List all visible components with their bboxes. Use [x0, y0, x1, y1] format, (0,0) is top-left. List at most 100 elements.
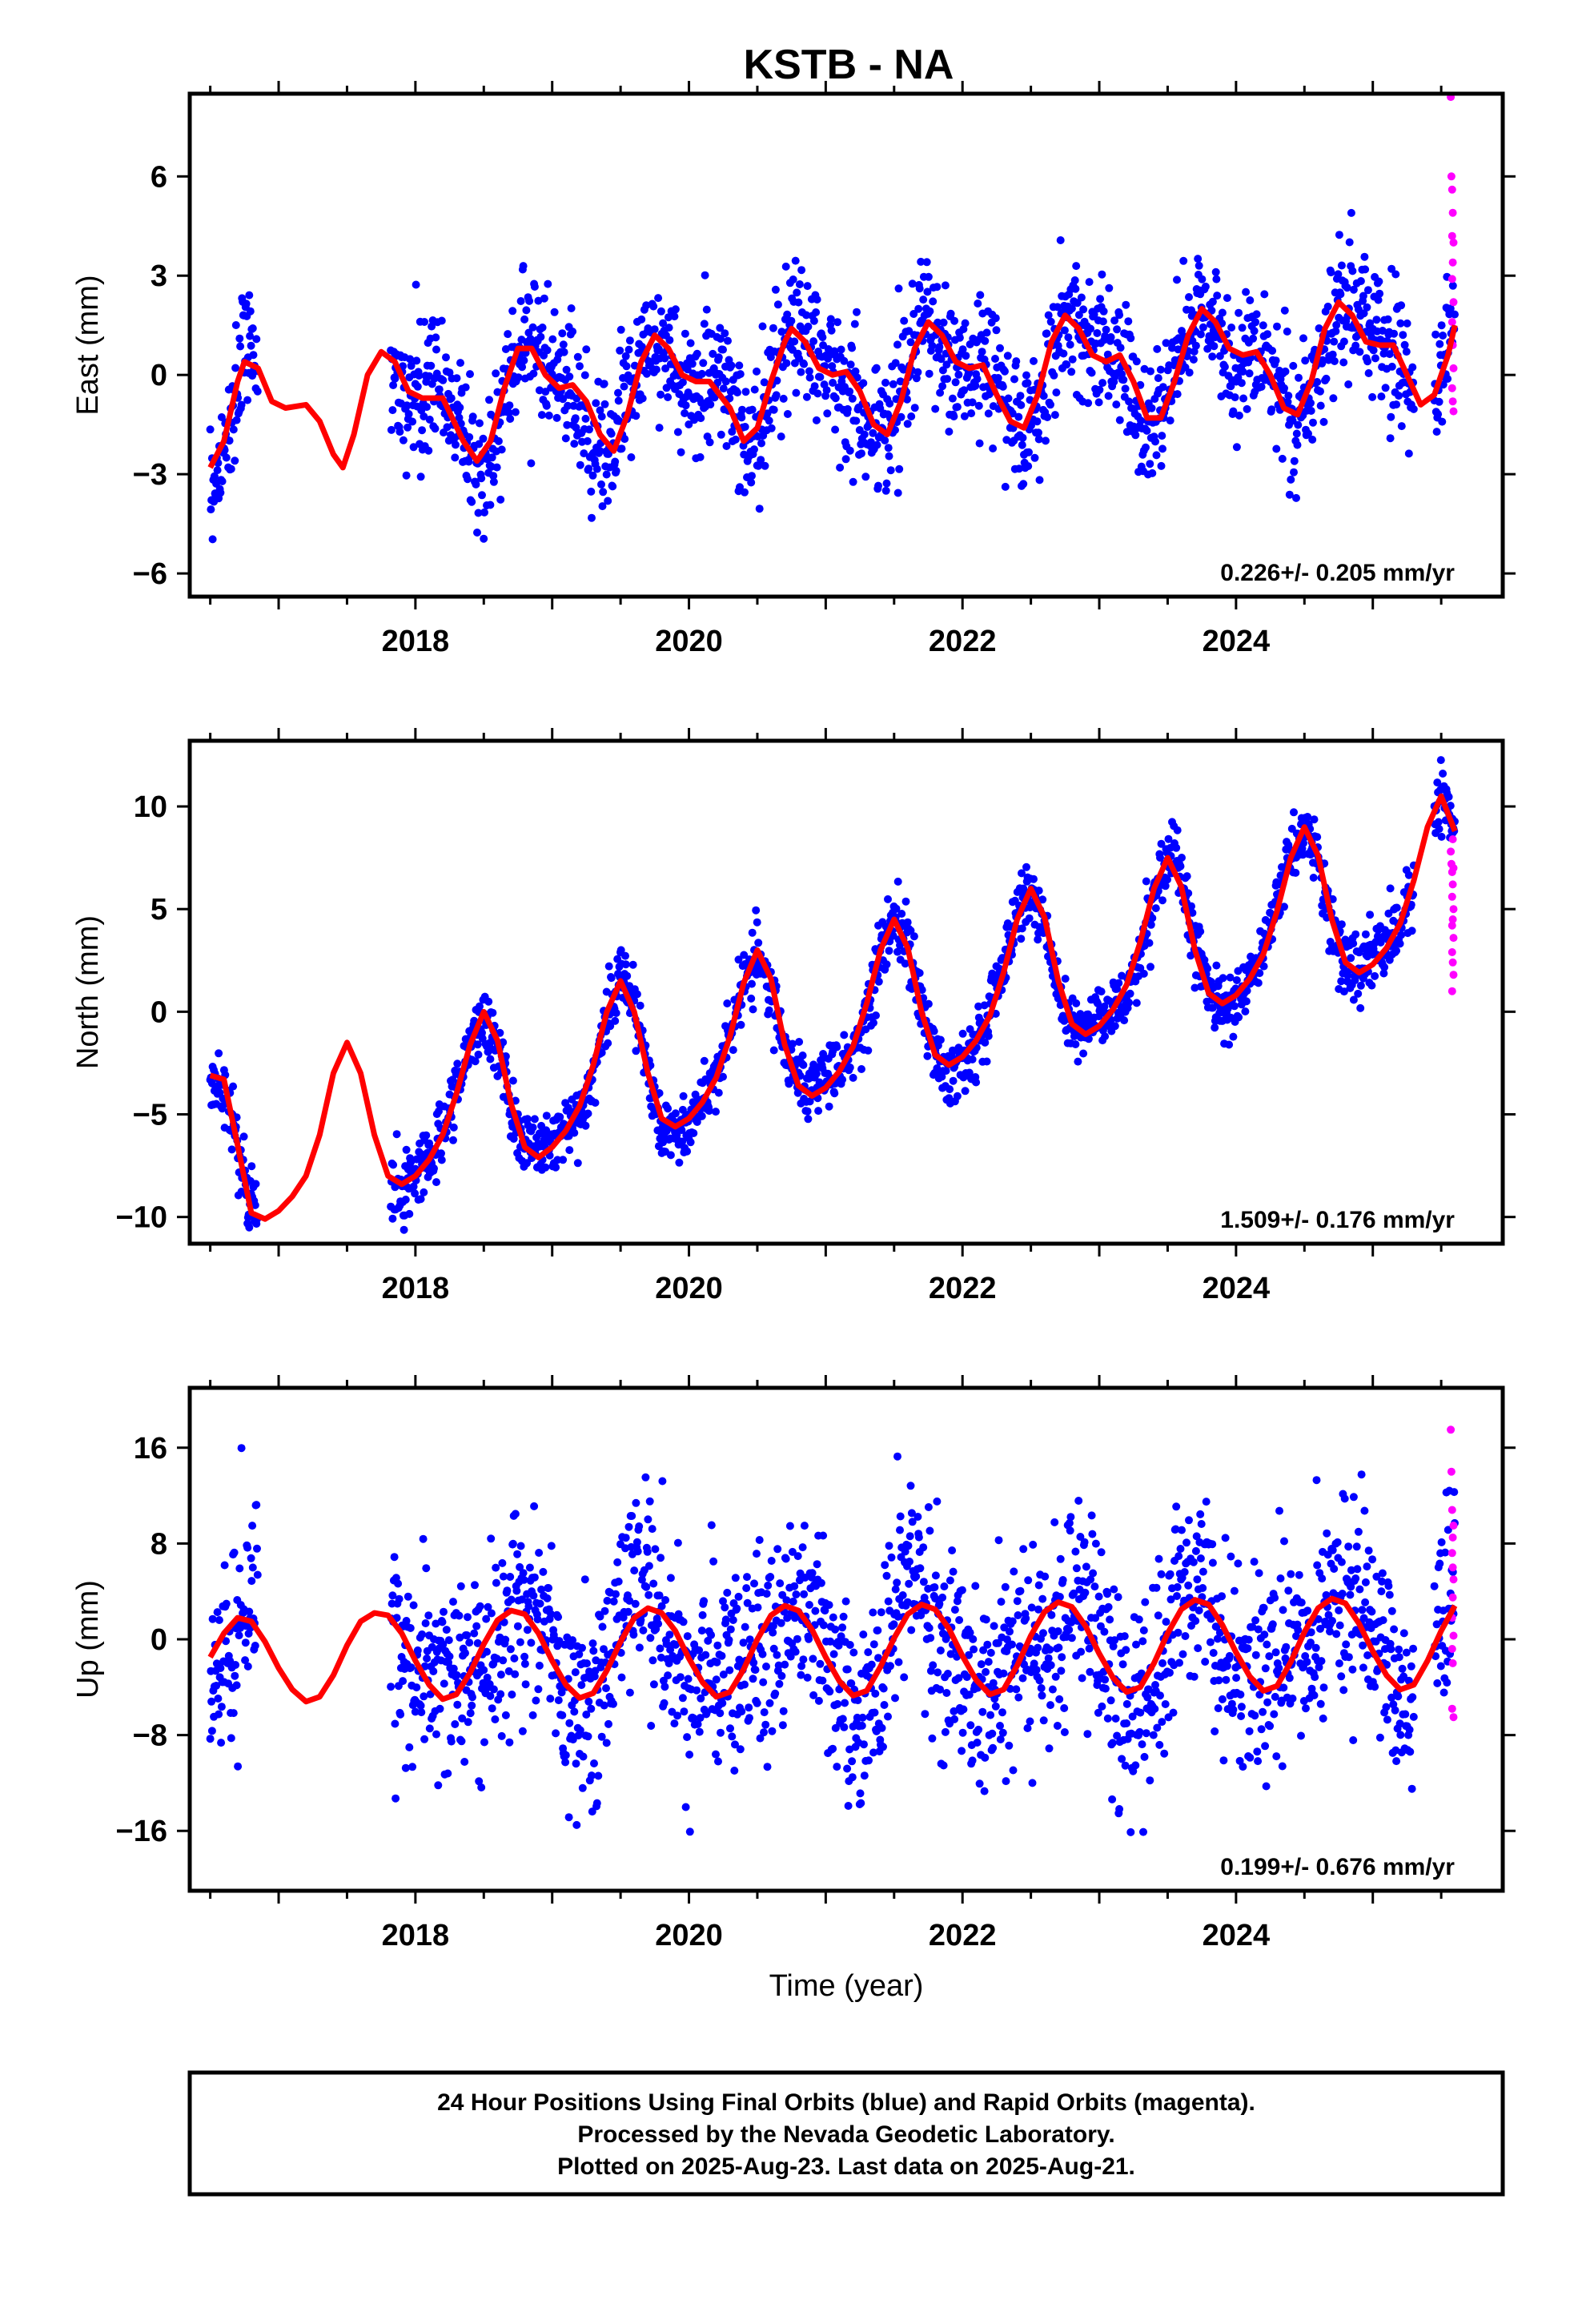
- data-point: [840, 1723, 849, 1731]
- data-point: [935, 343, 944, 352]
- data-point: [480, 1738, 488, 1747]
- data-point: [1272, 444, 1281, 453]
- data-point: [546, 1695, 555, 1703]
- data-point: [771, 285, 780, 294]
- data-point: [449, 1598, 457, 1606]
- data-point: [396, 1710, 405, 1719]
- data-point: [989, 1743, 998, 1752]
- data-point: [1158, 896, 1166, 905]
- data-point: [505, 401, 514, 410]
- data-point: [1161, 882, 1170, 891]
- data-point: [476, 1602, 484, 1610]
- data-point: [664, 393, 673, 401]
- data-point: [1173, 390, 1182, 399]
- data-point: [1225, 1040, 1234, 1049]
- data-point: [1280, 384, 1288, 392]
- data-point: [816, 372, 825, 381]
- data-point: [929, 1661, 938, 1670]
- data-point: [884, 895, 892, 903]
- data-point: [1303, 813, 1312, 821]
- data-point: [1033, 417, 1042, 426]
- data-point: [946, 1085, 954, 1094]
- data-point: [412, 280, 420, 289]
- data-point: [624, 1522, 633, 1531]
- data-point: [511, 408, 520, 416]
- y-axis-label: East (mm): [71, 275, 105, 415]
- data-point: [625, 1688, 634, 1697]
- data-point: [1385, 350, 1394, 359]
- x-tick-label: 2024: [1203, 1272, 1271, 1305]
- data-point: [723, 999, 732, 1007]
- data-point: [803, 1673, 812, 1682]
- data-point: [409, 1182, 418, 1191]
- rate-label: 0.226+/- 0.205 mm/yr: [1220, 560, 1455, 586]
- data-point: [1046, 317, 1055, 326]
- data-point: [480, 1666, 488, 1675]
- data-point: [600, 400, 609, 408]
- data-point: [979, 1646, 988, 1655]
- data-point: [1008, 1640, 1016, 1649]
- data-point: [733, 388, 741, 397]
- data-point: [472, 1622, 481, 1630]
- data-point: [644, 1515, 652, 1524]
- data-point: [1002, 1777, 1010, 1786]
- data-point: [520, 356, 528, 365]
- data-point: [587, 1704, 596, 1713]
- data-point: [1003, 1635, 1011, 1644]
- data-point: [456, 1582, 465, 1590]
- data-point: [790, 337, 799, 346]
- data-point: [235, 334, 244, 343]
- data-point: [1235, 411, 1243, 420]
- data-point: [1241, 1007, 1250, 1015]
- data-point: [1363, 357, 1372, 366]
- data-point: [819, 1621, 828, 1630]
- data-point: [845, 1641, 854, 1649]
- data-point: [797, 1671, 805, 1679]
- data-point: [1434, 410, 1443, 419]
- data-point: [1115, 416, 1124, 424]
- data-point: [831, 425, 840, 434]
- data-point: [907, 412, 916, 420]
- data-point: [579, 1752, 588, 1761]
- data-point: [437, 316, 446, 325]
- rapid-point: [1447, 185, 1456, 194]
- data-point: [798, 1543, 807, 1552]
- data-point: [1126, 334, 1135, 343]
- data-point: [1435, 397, 1443, 406]
- data-point: [853, 308, 861, 316]
- data-point: [666, 1646, 675, 1655]
- data-point: [1360, 252, 1369, 261]
- data-point: [909, 310, 918, 318]
- data-point: [604, 449, 612, 458]
- data-point: [726, 1724, 734, 1733]
- data-point: [556, 1112, 564, 1121]
- data-point: [1030, 875, 1038, 883]
- data-point: [748, 979, 756, 988]
- data-point: [1019, 1545, 1028, 1554]
- data-point: [504, 408, 513, 417]
- data-point: [1034, 435, 1043, 444]
- data-point: [978, 348, 986, 356]
- data-point: [501, 1711, 510, 1719]
- data-point: [689, 1129, 698, 1137]
- data-point: [1072, 999, 1081, 1007]
- data-point: [536, 1599, 544, 1608]
- data-point: [635, 1643, 644, 1652]
- data-point: [736, 483, 744, 492]
- data-point: [753, 918, 761, 927]
- data-point: [646, 1634, 655, 1642]
- data-point: [945, 428, 954, 436]
- data-point: [948, 394, 957, 403]
- data-point: [860, 1771, 869, 1780]
- data-point: [994, 1638, 1002, 1647]
- data-point: [1184, 889, 1193, 898]
- data-point: [1077, 293, 1086, 302]
- data-point: [438, 1618, 447, 1626]
- data-point: [447, 394, 456, 403]
- data-point: [655, 424, 664, 432]
- data-point: [951, 378, 960, 387]
- data-point: [229, 1709, 238, 1718]
- rapid-point: [1448, 915, 1457, 923]
- data-point: [686, 1138, 695, 1147]
- data-point: [1158, 444, 1166, 453]
